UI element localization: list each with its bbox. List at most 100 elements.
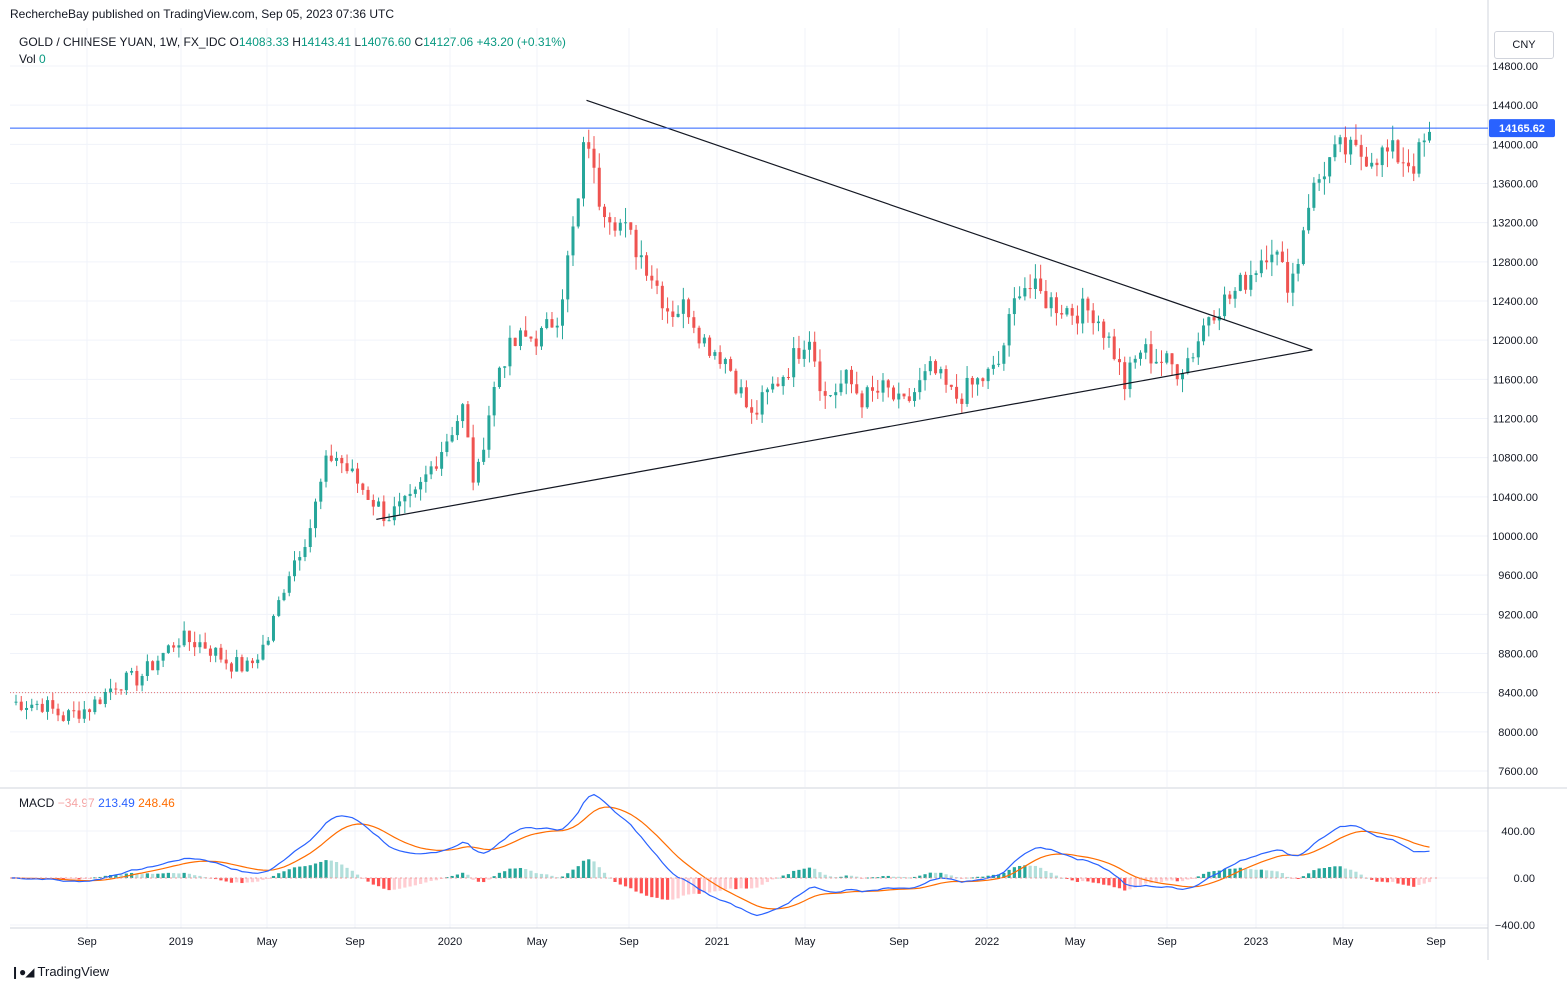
- macd-histogram-bar: [1070, 878, 1074, 881]
- candle-body: [124, 672, 128, 691]
- macd-histogram-bar: [1301, 876, 1305, 878]
- macd-histogram-bar: [371, 878, 375, 885]
- time-tick-label: May: [795, 936, 816, 948]
- candle-body: [702, 337, 706, 344]
- candle-body: [35, 703, 39, 705]
- currency-button[interactable]: CNY: [1494, 31, 1554, 59]
- macd-histogram-bar: [939, 872, 943, 878]
- candle-body: [219, 647, 223, 660]
- candle-body: [865, 387, 869, 408]
- low-label: L: [354, 35, 362, 49]
- candle-body: [356, 468, 360, 484]
- macd-histogram-bar: [1154, 878, 1158, 883]
- candle-body: [1070, 308, 1074, 316]
- macd-histogram-bar: [324, 860, 328, 878]
- candle-body: [109, 688, 113, 692]
- candle-body: [203, 642, 207, 649]
- macd-histogram-bar: [1201, 873, 1206, 878]
- macd-histogram-bar: [229, 878, 234, 883]
- candle-body: [844, 369, 848, 384]
- candle-body: [718, 352, 722, 365]
- macd-label[interactable]: MACD: [19, 796, 55, 810]
- candle-body: [266, 640, 270, 645]
- candle-body: [1123, 362, 1127, 390]
- macd-histogram-bar: [623, 878, 628, 887]
- candle-body: [1102, 321, 1106, 338]
- candle-body: [1401, 162, 1405, 164]
- macd-histogram-bar: [876, 877, 880, 879]
- macd-histogram-bar: [497, 872, 502, 878]
- candle-body: [1002, 345, 1006, 364]
- macd-histogram-bar: [1391, 878, 1395, 882]
- macd-histogram-bar: [256, 878, 260, 882]
- candle-body: [1128, 362, 1132, 390]
- candle-body: [813, 341, 817, 362]
- close-label: C: [414, 35, 424, 49]
- candle-body: [187, 630, 191, 643]
- open-label: O: [229, 35, 239, 49]
- macd-histogram-bar: [865, 877, 869, 879]
- candle-body: [1212, 317, 1216, 321]
- trendline-lower: [376, 349, 1313, 520]
- price-tick-label: 13200.00: [1492, 218, 1538, 230]
- candle-body: [1391, 140, 1395, 152]
- candle-body: [618, 222, 622, 231]
- macd-histogram-bar: [1138, 878, 1143, 886]
- macd-histogram-bar: [550, 875, 554, 878]
- candle-body: [1427, 131, 1431, 141]
- candle-body: [1170, 353, 1174, 365]
- macd-histogram-bar: [376, 878, 381, 887]
- candle-body: [855, 384, 859, 394]
- macd-histogram-bar: [613, 878, 617, 882]
- candle-body: [476, 461, 480, 483]
- candle-body: [1312, 182, 1316, 208]
- macd-histogram-bar: [313, 863, 318, 878]
- macd-histogram-bar: [1044, 871, 1048, 878]
- macd-histogram-bar: [72, 878, 76, 879]
- macd-histogram-bar: [319, 861, 323, 878]
- macd-histogram-bar: [277, 873, 281, 878]
- time-tick-label: 2020: [438, 936, 462, 948]
- candle-body: [497, 367, 501, 388]
- candle-body: [1049, 297, 1053, 309]
- macd-histogram-bar: [271, 875, 276, 878]
- candle-body: [440, 452, 444, 469]
- candle-body: [571, 226, 575, 256]
- tradingview-brand[interactable]: ❙●◢ TradingView: [10, 964, 109, 979]
- candle-body: [1322, 176, 1326, 180]
- macd-histogram-bar: [1075, 878, 1080, 882]
- macd-histogram-bar: [997, 874, 1001, 878]
- candle-body: [876, 390, 880, 393]
- macd-histogram-bar: [1349, 869, 1353, 878]
- macd-histogram-bar: [487, 878, 491, 880]
- candle-body: [471, 437, 475, 483]
- macd-histogram-bar: [786, 874, 791, 878]
- macd-histogram-bar: [1222, 868, 1227, 878]
- macd-histogram-bar: [891, 876, 896, 878]
- candle-body: [755, 412, 759, 415]
- macd-histogram-bar: [66, 878, 71, 880]
- symbol-title[interactable]: GOLD / CHINESE YUAN, 1W, FX_IDC: [19, 35, 227, 49]
- macd-histogram-bar: [1228, 868, 1232, 878]
- price-tick-label: 10800.00: [1492, 453, 1538, 465]
- macd-histogram-bar: [1023, 865, 1027, 878]
- macd-histogram-bar: [839, 876, 843, 878]
- macd-histogram-bar: [334, 862, 339, 878]
- candle-body: [660, 285, 664, 309]
- macd-histogram-bar: [450, 875, 454, 878]
- candle-body: [771, 383, 775, 390]
- macd-tick-label: 0.00: [1514, 873, 1535, 885]
- candle-body: [650, 275, 654, 281]
- candle-body: [624, 222, 628, 224]
- candle-body: [1380, 147, 1384, 166]
- macd-histogram-bar: [1406, 878, 1411, 886]
- macd-histogram-bar: [1254, 869, 1258, 878]
- price-tick-label: 12000.00: [1492, 335, 1538, 347]
- macd-histogram-bar: [1385, 878, 1390, 883]
- macd-histogram-bar: [1328, 867, 1332, 878]
- candle-body: [261, 644, 265, 660]
- time-tick-label: Sep: [889, 936, 909, 948]
- candle-body: [392, 506, 396, 521]
- candle-body: [1412, 166, 1416, 174]
